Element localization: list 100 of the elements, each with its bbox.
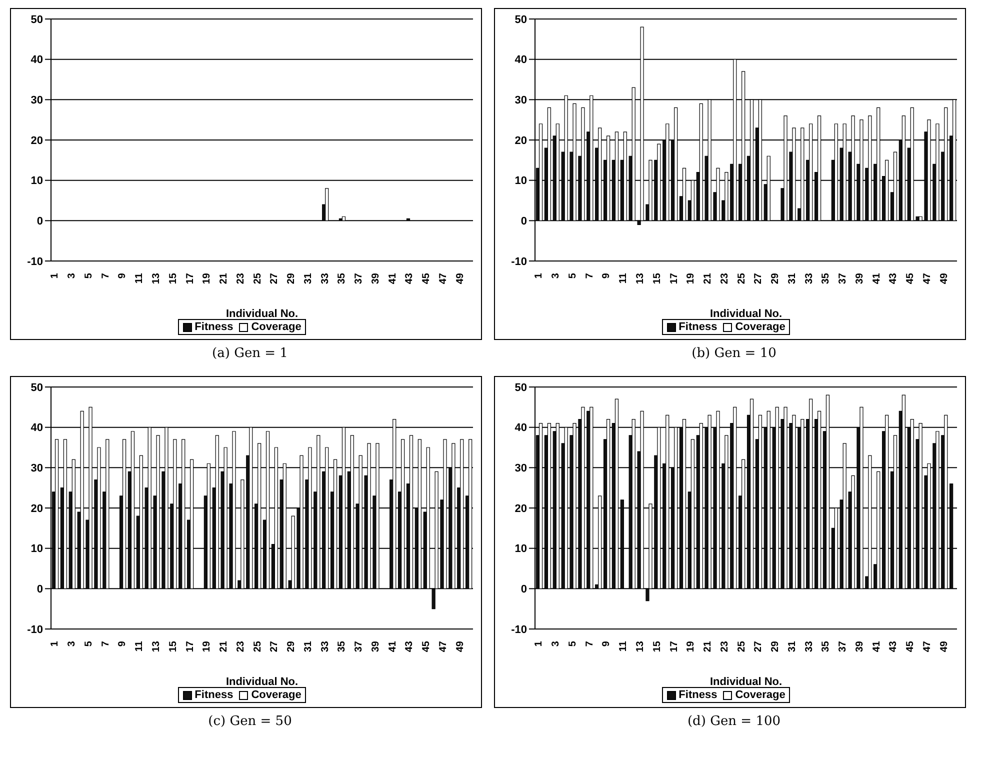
- legend-label: Fitness: [678, 321, 718, 333]
- legend-label: Fitness: [194, 321, 234, 333]
- y-tick-label: 50: [30, 382, 43, 394]
- x-tick-label: 45: [905, 272, 916, 284]
- x-tick-label: 3: [66, 272, 78, 279]
- x-tick-label: 27: [753, 640, 764, 652]
- x-tick-label: 49: [938, 640, 950, 652]
- x-tick-label: 45: [905, 640, 916, 652]
- x-tick-label: 3: [66, 640, 78, 647]
- x-tick-label: 3: [550, 640, 562, 647]
- x-tick-label: 23: [719, 272, 730, 284]
- x-tick-label: 29: [770, 272, 782, 284]
- x-tick-label: 11: [618, 272, 630, 284]
- x-tick-label: 35: [820, 272, 832, 284]
- x-tick-label: 39: [370, 640, 382, 652]
- x-tick-label: 47: [438, 272, 449, 284]
- x-tick-label: 49: [454, 272, 466, 284]
- y-tick-label: 30: [514, 94, 527, 107]
- x-tick-label: 45: [421, 272, 432, 284]
- x-tick-label: 43: [404, 640, 416, 652]
- x-tick-label: 1: [534, 640, 545, 647]
- x-tick-label: 23: [235, 272, 246, 284]
- y-tick-label: 20: [30, 502, 43, 515]
- x-tick-label: 9: [117, 640, 128, 647]
- x-tick-label: 1: [534, 272, 545, 279]
- y-tick-label: -10: [511, 624, 527, 636]
- x-tick-label: 41: [871, 272, 882, 284]
- x-tick-label: 15: [168, 272, 179, 284]
- x-tick-label: 39: [854, 272, 866, 284]
- x-tick-label: 3: [550, 272, 562, 279]
- x-tick-label: 43: [888, 272, 900, 284]
- x-tick-label: 17: [184, 640, 196, 652]
- x-tick-label: 13: [635, 272, 646, 284]
- x-tick-label: 15: [652, 640, 663, 652]
- x-tick-label: 1: [50, 272, 61, 279]
- x-tick-label: 13: [151, 272, 162, 284]
- y-tick-label: 50: [514, 382, 527, 394]
- x-tick-label: 11: [618, 640, 630, 652]
- y-tick-label: 50: [514, 14, 527, 26]
- x-tick-label: 5: [83, 272, 94, 279]
- y-tick-label: 10: [30, 543, 43, 556]
- x-tick-label: 21: [702, 272, 714, 284]
- x-tick-label: 25: [252, 272, 264, 284]
- y-tick-label: 40: [30, 422, 43, 434]
- y-tick-label: 30: [514, 462, 527, 475]
- x-tick-label: 19: [202, 272, 213, 284]
- x-tick-label: 35: [820, 640, 832, 652]
- x-tick-label: 11: [134, 272, 146, 284]
- x-tick-label: 33: [804, 272, 815, 284]
- x-tick-label: 7: [100, 272, 112, 279]
- y-tick-label: 0: [36, 584, 43, 596]
- x-tick-label: 41: [387, 640, 398, 652]
- y-tick-label: 20: [514, 134, 527, 147]
- x-tick-label: 9: [601, 272, 612, 279]
- x-tick-label: 33: [804, 640, 815, 652]
- x-tick-label: 17: [668, 640, 680, 652]
- x-tick-label: 15: [652, 272, 663, 284]
- y-tick-label: 40: [30, 54, 43, 66]
- x-tick-label: 27: [753, 272, 764, 284]
- x-tick-label: 21: [702, 640, 714, 652]
- x-tick-label: 45: [421, 640, 432, 652]
- x-tick-label: 31: [786, 640, 798, 652]
- y-tick-label: 10: [514, 175, 527, 188]
- x-tick-label: 37: [838, 272, 849, 284]
- x-axis-title: Individual No.: [710, 676, 782, 688]
- x-tick-label: 7: [584, 640, 596, 647]
- y-tick-label: 10: [514, 543, 527, 556]
- x-tick-label: 35: [336, 272, 348, 284]
- x-tick-label: 41: [387, 272, 398, 284]
- y-tick-label: 30: [30, 462, 43, 475]
- y-tick-label: -10: [511, 256, 527, 268]
- x-tick-label: 49: [938, 272, 950, 284]
- x-tick-label: 47: [922, 272, 933, 284]
- x-tick-label: 43: [404, 272, 416, 284]
- x-tick-label: 11: [134, 640, 146, 652]
- x-tick-label: 25: [252, 640, 264, 652]
- text: (b) Gen = 10: [690, 346, 778, 363]
- x-tick-label: 13: [151, 640, 162, 652]
- x-tick-label: 37: [354, 640, 365, 652]
- x-tick-label: 29: [286, 640, 298, 652]
- x-tick-label: 23: [719, 640, 730, 652]
- legend-label: Fitness: [194, 689, 234, 701]
- legend-label: Coverage: [735, 321, 786, 333]
- x-tick-label: 49: [454, 640, 466, 652]
- x-tick-label: 25: [736, 640, 748, 652]
- y-tick-label: 20: [514, 502, 527, 515]
- x-tick-label: 23: [235, 640, 246, 652]
- legend-label: Coverage: [251, 689, 302, 701]
- y-tick-label: 10: [30, 175, 43, 188]
- x-tick-label: 13: [635, 640, 646, 652]
- x-tick-label: 27: [269, 640, 280, 652]
- x-tick-label: 39: [854, 640, 866, 652]
- x-tick-label: 31: [786, 272, 798, 284]
- y-tick-label: 40: [514, 54, 527, 66]
- y-tick-label: -10: [27, 256, 43, 268]
- x-tick-label: 7: [100, 640, 112, 647]
- x-tick-label: 39: [370, 272, 382, 284]
- x-tick-label: 31: [302, 640, 314, 652]
- text: (c) Gen = 50: [207, 714, 293, 731]
- x-tick-label: 47: [922, 640, 933, 652]
